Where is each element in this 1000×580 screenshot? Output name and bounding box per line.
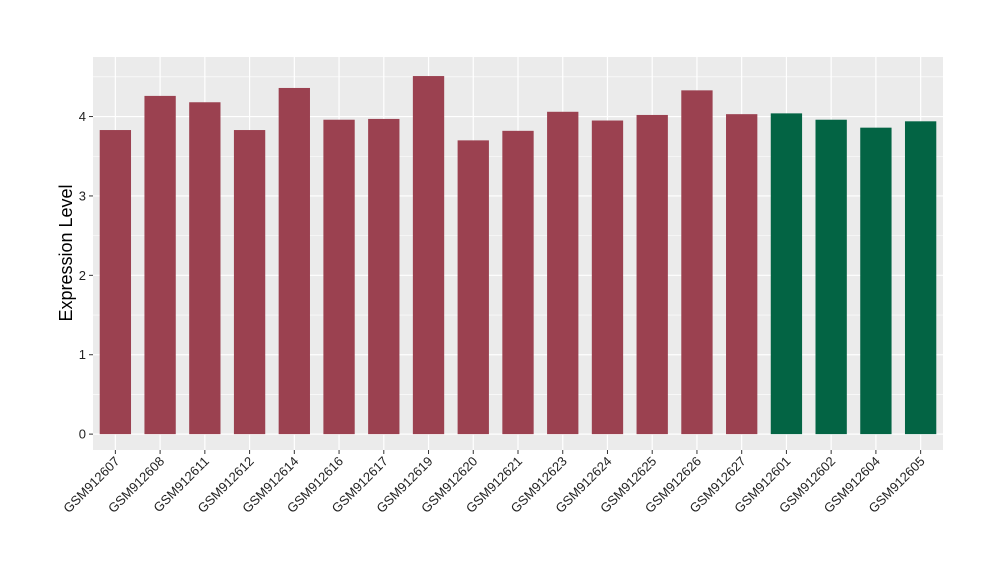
bar-GSM912612 xyxy=(233,130,266,435)
bar-GSM912627 xyxy=(726,114,758,435)
bar-GSM912607 xyxy=(99,130,132,435)
bar-GSM912605 xyxy=(904,121,937,435)
bar-GSM912602 xyxy=(815,119,847,435)
bars xyxy=(99,76,937,435)
y-tick-label: 3 xyxy=(79,188,86,203)
bar-GSM912608 xyxy=(144,95,176,435)
y-axis-title: Expression Level xyxy=(56,184,76,321)
y-tick-label: 2 xyxy=(79,268,86,283)
bar-GSM912620 xyxy=(457,140,489,435)
bar-GSM912624 xyxy=(591,120,624,435)
bar-GSM912616 xyxy=(323,119,355,435)
y-tick-label: 4 xyxy=(79,109,86,124)
y-axis-ticks: 0 1 2 3 4 xyxy=(79,109,93,442)
bar-GSM912617 xyxy=(368,118,400,435)
bar-GSM912621 xyxy=(502,130,534,435)
bar-GSM912614 xyxy=(278,87,310,435)
y-tick-label: 0 xyxy=(79,427,86,442)
bar-GSM912611 xyxy=(189,102,221,435)
bar-GSM912601 xyxy=(770,113,803,435)
bar-GSM912625 xyxy=(636,114,668,435)
bar-GSM912619 xyxy=(412,76,445,435)
y-tick-label: 1 xyxy=(79,347,86,362)
bar-GSM912626 xyxy=(681,90,713,435)
bar-GSM912623 xyxy=(547,111,579,435)
bar-GSM912604 xyxy=(860,127,892,435)
x-axis-ticks: GSM912607GSM912608GSM912611GSM912612GSM9… xyxy=(60,450,928,516)
